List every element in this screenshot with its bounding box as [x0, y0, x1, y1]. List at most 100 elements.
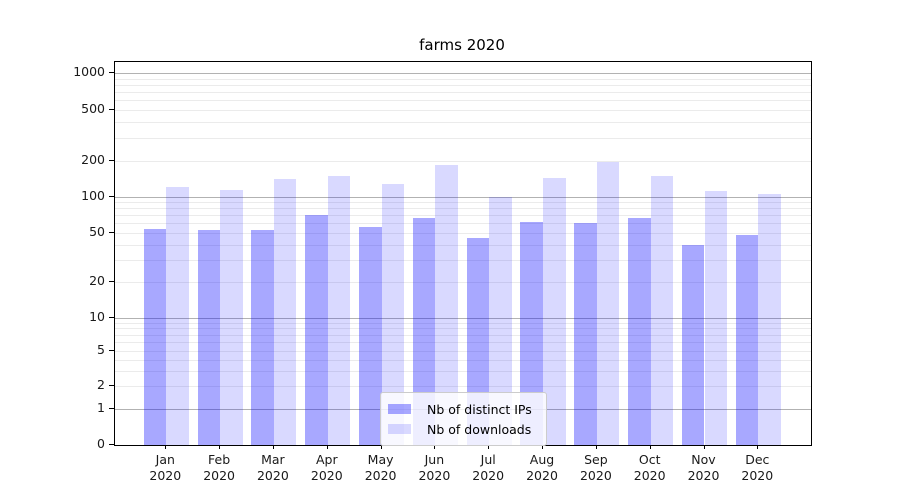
x-tick-label-mar: Mar 2020: [256, 452, 289, 483]
bar-downloads-may: [381, 183, 405, 445]
y-tick-label-1: 1: [97, 399, 105, 415]
y-tick-mark-100: [109, 196, 114, 197]
x-tick-label-oct: Oct 2020: [633, 452, 666, 483]
legend-row: Nb of distinct IPs: [388, 399, 538, 419]
bar-distinct-ips-nov: [681, 244, 705, 445]
gridline-400: [115, 122, 811, 123]
y-tick-mark-2: [109, 385, 114, 387]
bar-layer: [115, 62, 811, 445]
bar-downloads-jan: [166, 187, 189, 445]
y-tick-label-100: 100: [81, 188, 105, 203]
y-tick-label-200: 200: [81, 151, 105, 167]
bar-distinct-ips-jun: [412, 218, 436, 445]
bar-downloads-mar: [273, 179, 297, 445]
bar-downloads-nov: [704, 191, 728, 445]
gridline-60: [115, 223, 811, 225]
legend-swatch-distinct-ips: [388, 404, 411, 414]
bar-downloads-jun: [435, 165, 458, 445]
grid-layer: [115, 62, 811, 445]
x-tick-mark-oct: [649, 445, 651, 449]
chart-title: farms 2020: [419, 36, 505, 54]
x-tick-label-aug: Aug 2020: [526, 452, 558, 483]
x-tick-mark-jun: [434, 445, 436, 449]
bar-downloads-jul: [489, 197, 512, 445]
x-tick-label-feb: Feb 2020: [203, 452, 235, 483]
x-tick-mark-apr: [326, 445, 328, 449]
y-tick-mark-500: [109, 108, 114, 110]
bar-distinct-ips-mar: [251, 229, 274, 445]
gridline-8: [115, 328, 811, 330]
gridline-10: [115, 317, 811, 319]
x-tick-mark-jul: [488, 445, 490, 449]
gridline-80: [115, 208, 811, 210]
x-tick-mark-jan: [165, 445, 167, 449]
y-tick-mark-10: [109, 316, 114, 318]
y-tick-label-1000: 1000: [73, 64, 105, 79]
x-tick-mark-mar: [272, 445, 274, 449]
x-tick-label-nov: Nov 2020: [687, 452, 720, 483]
bar-distinct-ips-dec: [735, 234, 759, 445]
gridline-90: [115, 202, 811, 204]
gridline-50: [115, 232, 811, 234]
bar-distinct-ips-sep: [574, 223, 597, 445]
x-tick-mark-feb: [219, 445, 221, 449]
x-tick-label-jul: Jul 2020: [472, 452, 505, 483]
legend: Nb of distinct IPs Nb of downloads: [380, 392, 547, 446]
y-tick-label-10: 10: [89, 308, 105, 324]
bar-downloads-dec: [758, 194, 781, 445]
x-tick-mark-nov: [703, 445, 705, 449]
plot-area: Nb of distinct IPs Nb of downloads: [114, 61, 812, 446]
x-tick-label-jun: Jun 2020: [418, 452, 451, 483]
bar-distinct-ips-oct: [628, 217, 651, 445]
x-tick-label-may: May 2020: [364, 452, 397, 483]
gridline-7: [115, 334, 811, 336]
bar-distinct-ips-apr: [305, 215, 328, 445]
y-tick-label-5: 5: [97, 342, 105, 357]
bar-downloads-aug: [543, 177, 566, 445]
legend-label-distinct-ips: Nb of distinct IPs: [427, 401, 532, 417]
y-tick-label-0: 0: [97, 436, 105, 451]
gridline-700: [115, 91, 811, 93]
y-tick-label-500: 500: [81, 100, 105, 116]
bar-distinct-ips-jan: [143, 228, 167, 445]
gridline-9: [115, 322, 811, 324]
x-tick-mark-may: [380, 445, 382, 449]
gridline-2: [115, 386, 811, 388]
x-tick-label-dec: Dec 2020: [741, 452, 774, 483]
legend-row: Nb of downloads: [388, 419, 538, 439]
y-tick-label-50: 50: [89, 223, 105, 239]
gridline-3: [115, 370, 811, 372]
x-tick-label-jan: Jan 2020: [149, 452, 182, 483]
gridline-1000: [115, 73, 811, 74]
gridline-4: [115, 359, 811, 361]
y-tick-mark-200: [109, 159, 114, 161]
gridline-30: [115, 260, 811, 262]
gridline-600: [115, 100, 811, 101]
y-tick-label-20: 20: [89, 273, 105, 288]
gridline-200: [115, 160, 811, 162]
gridline-900: [115, 78, 811, 80]
bar-distinct-ips-aug: [520, 221, 543, 445]
x-tick-label-apr: Apr 2020: [310, 452, 343, 483]
gridline-6: [115, 342, 811, 344]
x-tick-mark-sep: [595, 445, 597, 449]
gridline-800: [115, 84, 811, 86]
y-tick-mark-50: [109, 231, 114, 233]
legend-label-downloads: Nb of downloads: [427, 421, 532, 437]
gridline-70: [115, 215, 811, 217]
bar-distinct-ips-feb: [197, 229, 221, 445]
gridline-500: [115, 109, 811, 111]
legend-swatch-downloads: [388, 424, 411, 434]
x-tick-mark-aug: [542, 445, 543, 449]
gridline-100: [115, 197, 811, 198]
bar-downloads-feb: [220, 190, 243, 445]
y-tick-mark-20: [109, 281, 114, 282]
y-tick-mark-5: [109, 350, 114, 351]
gridline-300: [115, 138, 811, 139]
y-tick-mark-1: [109, 407, 114, 409]
bar-downloads-oct: [650, 175, 674, 445]
x-tick-label-sep: Sep 2020: [579, 452, 612, 483]
gridline-20: [115, 282, 811, 283]
bar-downloads-sep: [596, 162, 620, 445]
